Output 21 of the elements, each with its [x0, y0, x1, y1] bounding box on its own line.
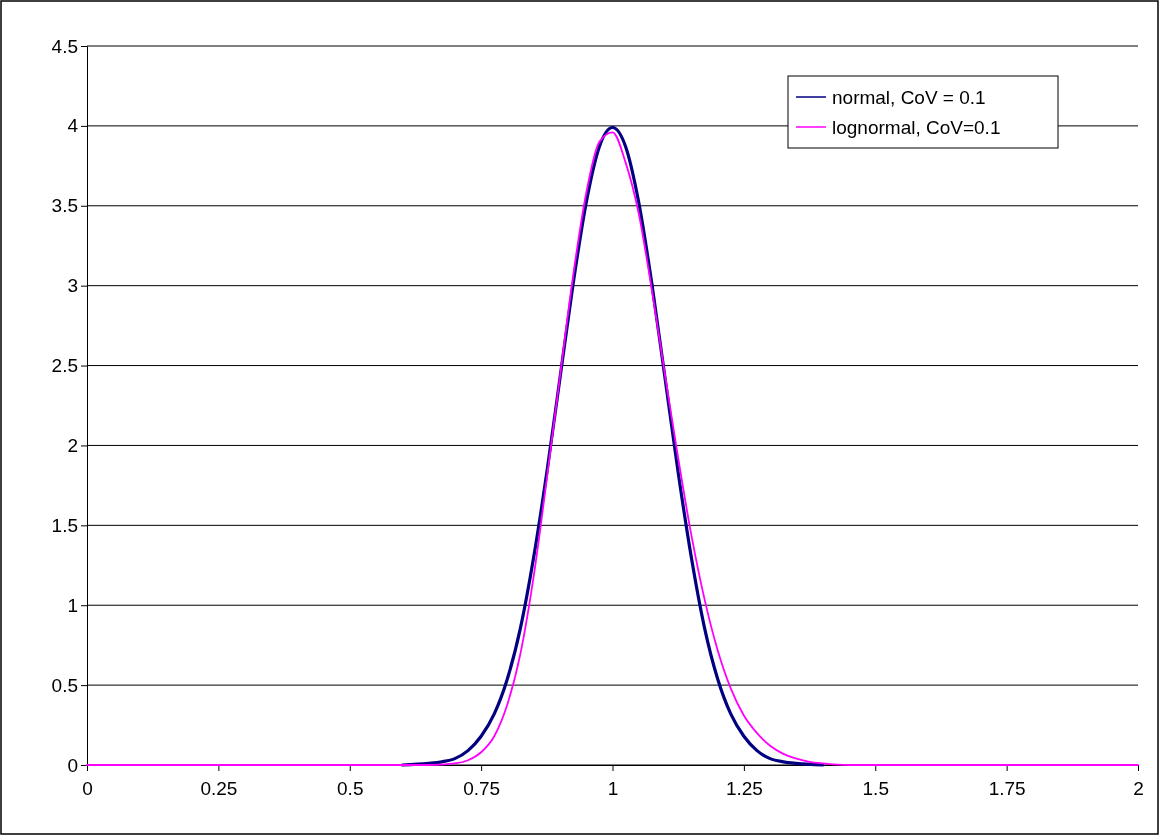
x-tick-label: 1.25	[725, 777, 763, 799]
x-tick-label: 0	[82, 777, 93, 799]
x-tick-label: 1.75	[988, 777, 1026, 799]
x-tick-label: 0.75	[463, 777, 501, 799]
x-tick-label: 0.25	[200, 777, 238, 799]
y-tick-label: 3.5	[51, 195, 78, 217]
x-tick-label: 1	[607, 777, 619, 799]
x-tick-label: 2	[1133, 777, 1144, 799]
y-tick-label: 1.5	[51, 514, 78, 536]
legend-label: lognormal, CoV=0.1	[832, 117, 1001, 138]
y-tick-label: 0.5	[51, 674, 78, 696]
y-tick-label: 2.5	[51, 355, 78, 377]
legend-label: normal, CoV = 0.1	[832, 87, 986, 108]
y-tick-label: 3	[67, 275, 78, 297]
y-tick-label: 4.5	[51, 35, 78, 57]
y-tick-label: 4	[67, 115, 79, 137]
y-tick-label: 0	[67, 754, 78, 776]
y-tick-label: 1	[67, 594, 78, 616]
y-tick-label: 2	[67, 435, 78, 457]
x-tick-label: 0.5	[337, 777, 364, 799]
x-tick-label: 1.5	[862, 777, 889, 799]
